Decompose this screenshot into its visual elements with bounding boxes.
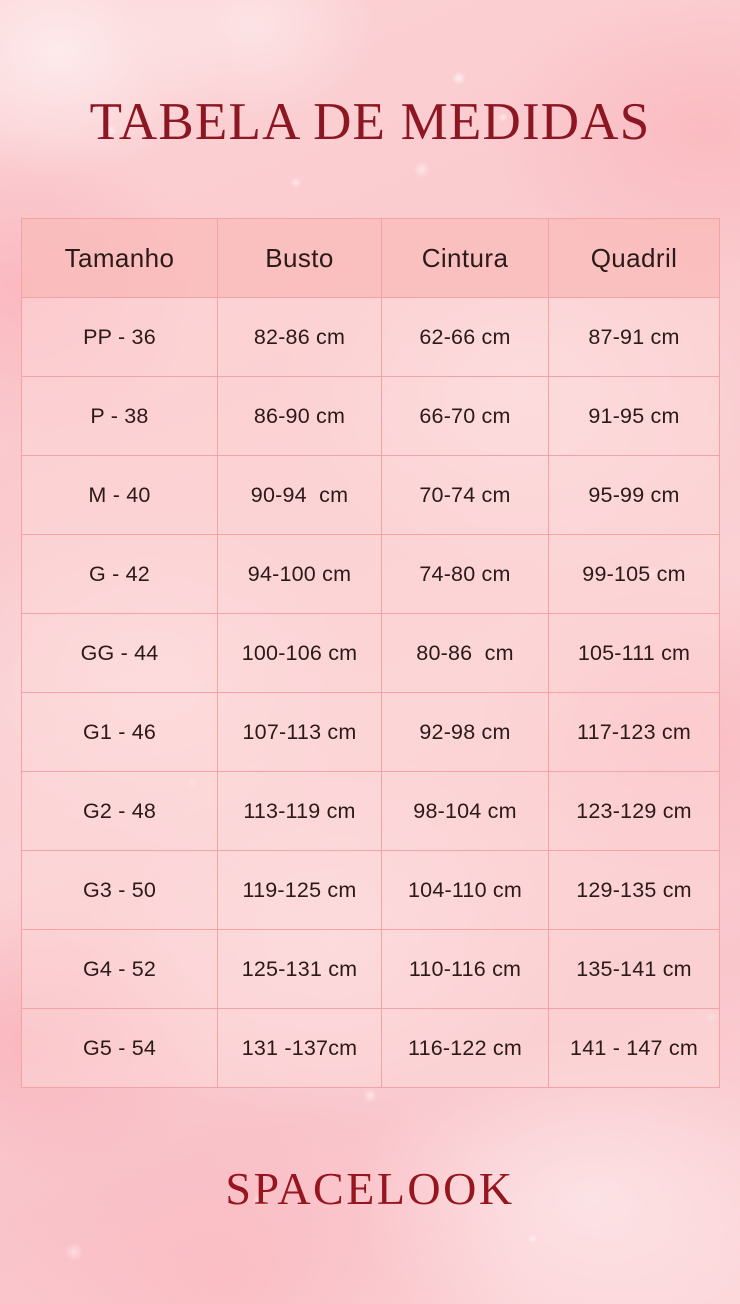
cell-hip: 117-123 cm: [548, 692, 720, 772]
cell-waist: 80-86 cm: [381, 613, 549, 693]
column-header-tamanho: Tamanho: [21, 218, 218, 298]
table-header-row: Tamanho Busto Cintura Quadril: [21, 218, 720, 298]
cell-size: M - 40: [21, 455, 218, 535]
cell-size: G2 - 48: [21, 771, 218, 851]
column-header-quadril: Quadril: [548, 218, 720, 298]
table-row: G5 - 54 131 -137cm 116-122 cm 141 - 147 …: [21, 1008, 720, 1088]
cell-size: G3 - 50: [21, 850, 218, 930]
cell-waist: 62-66 cm: [381, 297, 549, 377]
cell-waist: 116-122 cm: [381, 1008, 549, 1088]
cell-hip: 123-129 cm: [548, 771, 720, 851]
cell-waist: 110-116 cm: [381, 929, 549, 1009]
cell-hip: 95-99 cm: [548, 455, 720, 535]
table-row: M - 40 90-94 cm 70-74 cm 95-99 cm: [21, 455, 720, 535]
cell-bust: 100-106 cm: [217, 613, 382, 693]
cell-bust: 82-86 cm: [217, 297, 382, 377]
cell-size: G - 42: [21, 534, 218, 614]
cell-waist: 98-104 cm: [381, 771, 549, 851]
cell-bust: 131 -137cm: [217, 1008, 382, 1088]
table-row: G3 - 50 119-125 cm 104-110 cm 129-135 cm: [21, 850, 720, 930]
column-header-busto: Busto: [217, 218, 382, 298]
cell-size: P - 38: [21, 376, 218, 456]
cell-waist: 92-98 cm: [381, 692, 549, 772]
cell-bust: 86-90 cm: [217, 376, 382, 456]
column-header-cintura: Cintura: [381, 218, 549, 298]
cell-hip: 135-141 cm: [548, 929, 720, 1009]
cell-bust: 119-125 cm: [217, 850, 382, 930]
cell-size: G1 - 46: [21, 692, 218, 772]
page-title: TABELA DE MEDIDAS: [89, 93, 651, 151]
cell-bust: 90-94 cm: [217, 455, 382, 535]
cell-hip: 129-135 cm: [548, 850, 720, 930]
cell-size: GG - 44: [21, 613, 218, 693]
table-row: G - 42 94-100 cm 74-80 cm 99-105 cm: [21, 534, 720, 614]
cell-hip: 91-95 cm: [548, 376, 720, 456]
cell-bust: 107-113 cm: [217, 692, 382, 772]
cell-waist: 66-70 cm: [381, 376, 549, 456]
cell-hip: 105-111 cm: [548, 613, 720, 693]
table-row: PP - 36 82-86 cm 62-66 cm 87-91 cm: [21, 297, 720, 377]
cell-hip: 141 - 147 cm: [548, 1008, 720, 1088]
cell-hip: 99-105 cm: [548, 534, 720, 614]
cell-bust: 125-131 cm: [217, 929, 382, 1009]
cell-size: PP - 36: [21, 297, 218, 377]
cell-waist: 70-74 cm: [381, 455, 549, 535]
table-row: P - 38 86-90 cm 66-70 cm 91-95 cm: [21, 376, 720, 456]
table-row: G1 - 46 107-113 cm 92-98 cm 117-123 cm: [21, 692, 720, 772]
brand-logo: SPACELOOK: [225, 1163, 515, 1214]
table-row: GG - 44 100-106 cm 80-86 cm 105-111 cm: [21, 613, 720, 693]
table-row: G2 - 48 113-119 cm 98-104 cm 123-129 cm: [21, 771, 720, 851]
cell-bust: 113-119 cm: [217, 771, 382, 851]
cell-bust: 94-100 cm: [217, 534, 382, 614]
cell-waist: 104-110 cm: [381, 850, 549, 930]
cell-size: G4 - 52: [21, 929, 218, 1009]
measurements-table: Tamanho Busto Cintura Quadril PP - 36 82…: [21, 218, 720, 1088]
cell-size: G5 - 54: [21, 1008, 218, 1088]
cell-waist: 74-80 cm: [381, 534, 549, 614]
table-row: G4 - 52 125-131 cm 110-116 cm 135-141 cm: [21, 929, 720, 1009]
cell-hip: 87-91 cm: [548, 297, 720, 377]
